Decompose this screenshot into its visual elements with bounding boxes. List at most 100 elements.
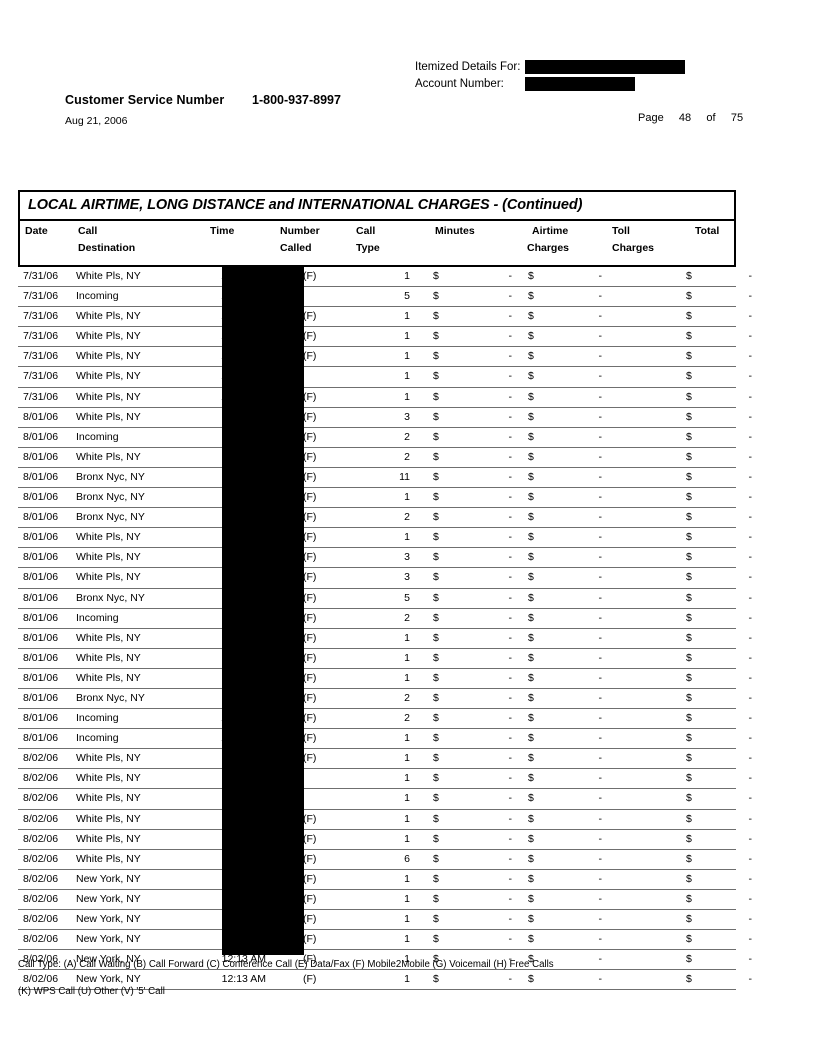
cell-minutes: 3 bbox=[404, 410, 410, 423]
table-row: 8/01/06Incoming3:30 PM(F)2$-$-$- bbox=[18, 428, 752, 448]
cell-call-type: (F) bbox=[303, 531, 317, 544]
legend-line-1: Call Type: (A) Call Waiting (B) Call For… bbox=[18, 959, 554, 970]
cell-call-type: (F) bbox=[303, 732, 317, 745]
cell-date: 8/01/06 bbox=[23, 571, 59, 584]
cell-airtime-value: - bbox=[508, 712, 513, 725]
cell-toll-currency: $ bbox=[528, 390, 534, 403]
cell-call-type: (F) bbox=[303, 591, 317, 604]
cell-date: 8/02/06 bbox=[23, 772, 59, 785]
cell-date: 8/02/06 bbox=[23, 792, 59, 805]
cell-total-value: - bbox=[748, 470, 753, 483]
column-header-call-type-1: Call bbox=[356, 225, 376, 237]
cell-minutes: 2 bbox=[404, 712, 410, 725]
cell-airtime-currency: $ bbox=[433, 470, 439, 483]
cell-destination: White Pls, NY bbox=[76, 671, 141, 684]
cell-airtime-value: - bbox=[508, 410, 513, 423]
cell-destination: White Pls, NY bbox=[76, 310, 141, 323]
cell-toll-value: - bbox=[598, 651, 603, 664]
cell-total-currency: $ bbox=[686, 591, 692, 604]
cell-airtime-currency: $ bbox=[433, 913, 439, 925]
cell-airtime-currency: $ bbox=[433, 410, 439, 423]
cell-minutes: 1 bbox=[404, 812, 410, 825]
cell-total-value: - bbox=[748, 792, 753, 805]
customer-service-number-value: 1-800-937-8997 bbox=[252, 93, 341, 107]
cell-total-currency: $ bbox=[686, 852, 692, 865]
cell-call-type: (F) bbox=[303, 511, 317, 524]
cell-toll-currency: $ bbox=[528, 752, 534, 765]
cell-total-currency: $ bbox=[686, 450, 692, 463]
cell-total-value: - bbox=[748, 832, 753, 845]
cell-total-value: - bbox=[748, 671, 753, 684]
itemized-details-label: Itemized Details For: bbox=[415, 60, 521, 73]
cell-airtime-value: - bbox=[508, 591, 513, 604]
cell-toll-value: - bbox=[598, 852, 603, 865]
cell-total-currency: $ bbox=[686, 571, 692, 584]
cell-airtime-value: - bbox=[508, 270, 513, 282]
cell-airtime-currency: $ bbox=[433, 892, 439, 905]
table-row: 8/02/06 New York, NY 12:13 AM (F) 1 $ - $ - $ - bbox=[18, 950, 752, 971]
cell-airtime-currency: $ bbox=[433, 772, 439, 785]
cell-total-currency: $ bbox=[686, 792, 692, 805]
cell-date: 8/01/06 bbox=[23, 531, 59, 544]
cell-airtime-value: - bbox=[508, 631, 513, 644]
cell-toll-value: - bbox=[598, 450, 603, 463]
cell-toll-currency: $ bbox=[528, 491, 534, 504]
cell-airtime-value: - bbox=[508, 933, 513, 946]
cell-total-currency: $ bbox=[686, 832, 692, 845]
cell-date: 7/31/06 bbox=[23, 330, 59, 343]
cell-toll-currency: $ bbox=[528, 792, 534, 805]
cell-minutes: 1 bbox=[404, 892, 410, 905]
cell-toll-value: - bbox=[598, 832, 603, 845]
cell-toll-value: - bbox=[598, 752, 603, 765]
cell-destination: New York, NY bbox=[76, 933, 141, 946]
cell-toll-value: - bbox=[598, 511, 603, 524]
cell-destination: White Pls, NY bbox=[76, 450, 141, 463]
cell-destination: White Pls, NY bbox=[76, 852, 141, 865]
cell-airtime-currency: $ bbox=[433, 872, 439, 885]
cell-date: 7/31/06 bbox=[23, 290, 59, 303]
cell-airtime-value: - bbox=[508, 450, 513, 463]
cell-minutes: 1 bbox=[404, 872, 410, 885]
cell-call-type: (F) bbox=[303, 350, 317, 363]
cell-total-value: - bbox=[748, 611, 753, 624]
cell-date: 8/01/06 bbox=[23, 651, 59, 664]
cell-toll-currency: $ bbox=[528, 611, 534, 624]
cell-total-value: - bbox=[748, 933, 753, 946]
cell-call-type: (F) bbox=[303, 752, 317, 765]
column-header-number: Number bbox=[280, 225, 320, 237]
cell-toll-currency: $ bbox=[528, 732, 534, 745]
cell-destination: Bronx Nyc, NY bbox=[76, 591, 145, 604]
cell-total-value: - bbox=[748, 390, 753, 403]
cell-total-currency: $ bbox=[686, 973, 692, 986]
cell-toll-value: - bbox=[598, 531, 603, 544]
cell-toll-value: - bbox=[598, 310, 603, 323]
cell-total-value: - bbox=[748, 691, 753, 704]
cell-minutes: 5 bbox=[404, 290, 410, 303]
cell-airtime-currency: $ bbox=[433, 571, 439, 584]
cell-date: 7/31/06 bbox=[23, 370, 59, 383]
cell-total-currency: $ bbox=[686, 691, 692, 704]
cell-total-value: - bbox=[748, 330, 753, 343]
cell-total-currency: $ bbox=[686, 410, 692, 423]
cell-airtime-value: - bbox=[508, 511, 513, 524]
cell-total-currency: $ bbox=[686, 511, 692, 524]
cell-call-type: (F) bbox=[303, 832, 317, 845]
cell-destination: White Pls, NY bbox=[76, 571, 141, 584]
cell-toll-value: - bbox=[598, 430, 603, 443]
cell-minutes: 3 bbox=[404, 571, 410, 584]
cell-airtime-currency: $ bbox=[433, 651, 439, 664]
cell-minutes: 1 bbox=[404, 310, 410, 323]
cell-airtime-value: - bbox=[508, 732, 513, 745]
cell-toll-value: - bbox=[598, 792, 603, 805]
cell-toll-currency: $ bbox=[528, 892, 534, 905]
cell-total-value: - bbox=[748, 913, 753, 925]
cell-toll-value: - bbox=[598, 872, 603, 885]
cell-toll-value: - bbox=[598, 571, 603, 584]
cell-call-type: (F) bbox=[303, 913, 317, 925]
cell-toll-currency: $ bbox=[528, 270, 534, 282]
cell-airtime-value: - bbox=[508, 913, 513, 925]
